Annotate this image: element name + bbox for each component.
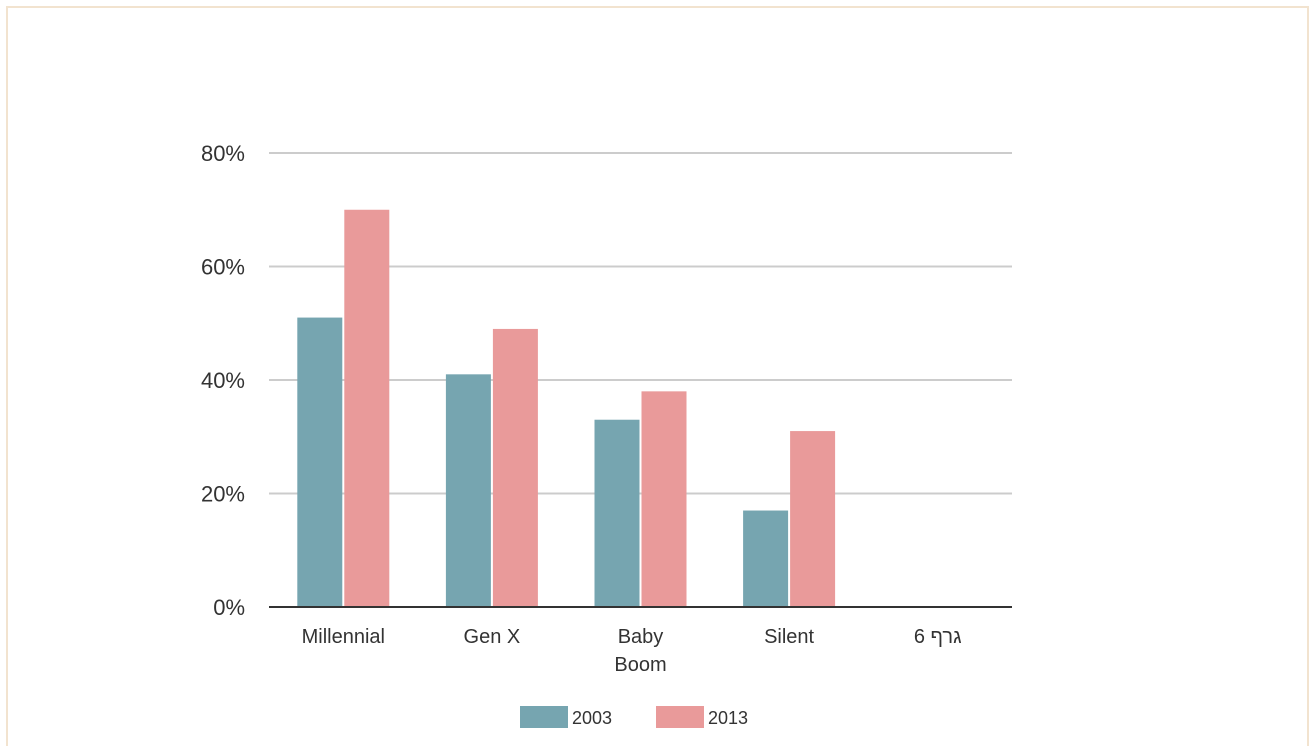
chart-frame [6,6,1309,746]
bar [743,510,789,607]
legend-label: 2003 [572,708,612,728]
legend-label: 2013 [708,708,748,728]
y-tick-label: 80% [201,141,245,166]
bar [790,431,836,607]
legend-swatch [520,706,568,728]
y-tick-label: 60% [201,255,245,280]
y-tick-labels: 0% 20% 40% 60% 80% [201,141,245,620]
y-tick-label: 0% [213,595,245,620]
y-tick-label: 40% [201,368,245,393]
category-label: Baby [618,626,664,648]
bar [297,317,343,607]
bar [344,209,390,607]
bar [594,419,640,607]
category-labels: Millennial Gen X Baby Boom Silent גרף 6 [302,626,962,676]
category-label: גרף 6 [914,626,962,648]
category-label: Millennial [302,626,385,648]
category-label: Gen X [464,626,521,648]
bar [492,328,538,607]
legend-swatch [656,706,704,728]
legend: 2003 2013 [520,706,748,728]
bar [445,374,491,607]
y-tick-label: 20% [201,482,245,507]
category-label: Silent [764,626,814,648]
bar [641,391,687,607]
gridlines [269,152,1012,495]
bars [297,209,836,607]
category-label: Boom [614,654,666,676]
